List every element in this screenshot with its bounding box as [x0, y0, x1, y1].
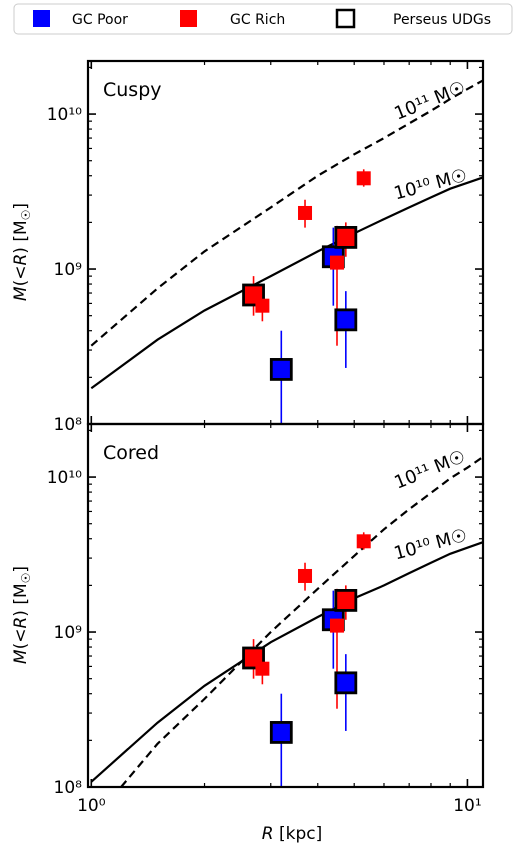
cored-gc-rich-udg-point-4: [334, 589, 358, 612]
cored-y-tick-label: 10⁸: [54, 778, 83, 798]
legend-gc-rich-label: GC Rich: [230, 12, 285, 28]
legend: GC Poor GC Rich Perseus UDGs: [13, 3, 513, 35]
cuspy-gc-poor-udg-point-2: [334, 308, 358, 332]
legend-gc-poor-marker: [33, 10, 50, 27]
cored-gc-rich-point-2: [298, 568, 313, 583]
cored-halo-1e11-curve-label: 10¹¹ M☉: [391, 446, 468, 493]
cuspy-y-tick-label: 10¹⁰: [47, 105, 82, 125]
cuspy-panel-title: Cuspy: [103, 79, 162, 101]
cored-axes-frame: [86, 422, 485, 789]
cored-gc-rich-point-3: [329, 618, 344, 633]
cored-gc-rich-point-5: [356, 534, 371, 549]
legend-perseus-udgs-marker: [335, 8, 356, 29]
cuspy-gc-poor-udg-point-0: [269, 358, 293, 381]
legend-gc-poor-label: GC Poor: [72, 12, 128, 28]
cuspy-gc-rich-point-5: [356, 171, 371, 186]
cored-halo-1e10-curve: [90, 541, 483, 783]
cuspy-halo-1e11-curve: [90, 79, 483, 347]
cuspy-halo-1e10-curve: [90, 176, 483, 390]
cored-panel: 10⁸ 10⁹ 10¹⁰ 10⁰ 10¹ Cored 10¹¹ M☉ 10¹⁰ M☉: [47, 422, 485, 816]
y-axis-label-bottom: M(<R) [M☉]: [11, 566, 33, 664]
cored-y-tick-label: 10⁹: [54, 623, 83, 643]
x-axis-label: R [kpc]: [262, 824, 322, 844]
cored-gc-rich-point-1: [255, 661, 270, 676]
cored-gc-poor-udg-point-0: [269, 721, 293, 744]
cuspy-gc-rich-point-3: [329, 255, 344, 270]
cored-panel-title: Cored: [103, 442, 159, 464]
legend-frame: [13, 3, 513, 35]
cored-plot-area: [90, 455, 483, 787]
cuspy-halo-1e11-curve-label: 10¹¹ M☉: [391, 77, 468, 124]
cuspy-y-tick-label: 10⁸: [54, 415, 83, 435]
cuspy-y-tick-label: 10⁹: [54, 260, 83, 280]
cuspy-gc-rich-point-1: [255, 298, 270, 313]
cuspy-plot-area: [90, 79, 483, 424]
cored-gc-poor-udg-point-2: [334, 671, 358, 695]
legend-gc-rich-marker: [180, 10, 197, 27]
cuspy-gc-rich-udg-point-4: [334, 226, 358, 249]
y-axis-label-top: M(<R) [M☉]: [11, 203, 33, 301]
cored-x-tick-label: 10¹: [453, 796, 481, 816]
cuspy-gc-rich-point-2: [298, 205, 313, 220]
cored-x-tick-label: 10⁰: [77, 796, 106, 816]
cored-halo-1e10-curve-label: 10¹⁰ M☉: [392, 525, 470, 565]
cored-halo-1e11-curve: [120, 455, 483, 787]
cored-y-tick-label: 10¹⁰: [47, 468, 82, 488]
legend-perseus-udgs-label: Perseus UDGs: [393, 12, 491, 28]
